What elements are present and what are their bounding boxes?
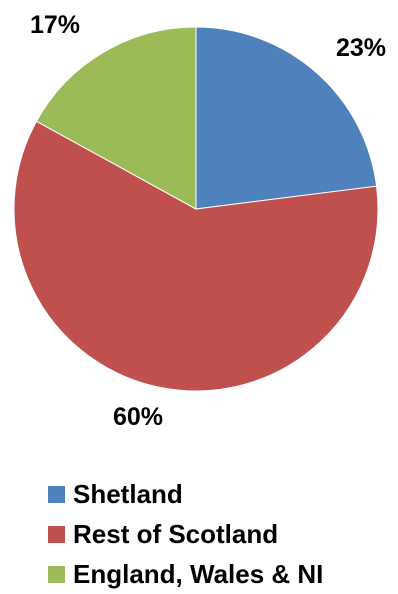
pie-slice-shetland: [195, 26, 378, 210]
chart-legend: Shetland Rest of Scotland England, Wales…: [48, 474, 323, 594]
legend-item-rest-of-scotland: Rest of Scotland: [48, 514, 323, 554]
data-label-shetland: 23%: [336, 34, 386, 62]
legend-label-rest-of-scotland: Rest of Scotland: [73, 518, 279, 549]
pie-slices: [13, 26, 379, 392]
legend-item-shetland: Shetland: [48, 474, 323, 514]
legend-label-england-wales-ni: England, Wales & NI: [73, 558, 324, 589]
pie-slice-england-wales-ni: [35, 26, 197, 210]
pie-slice-rest-of-scotland: [13, 120, 379, 392]
pie-chart: 23% 60% 17%: [13, 11, 386, 431]
data-label-england-wales-ni: 17%: [30, 11, 80, 39]
legend-swatch-england-wales-ni: [48, 565, 65, 583]
legend-swatch-shetland: [48, 485, 65, 503]
legend-swatch-rest-of-scotland: [48, 525, 65, 543]
legend-item-england-wales-ni: England, Wales & NI: [48, 554, 323, 594]
legend-label-shetland: Shetland: [73, 478, 183, 509]
data-label-rest-of-scotland: 60%: [113, 403, 163, 431]
